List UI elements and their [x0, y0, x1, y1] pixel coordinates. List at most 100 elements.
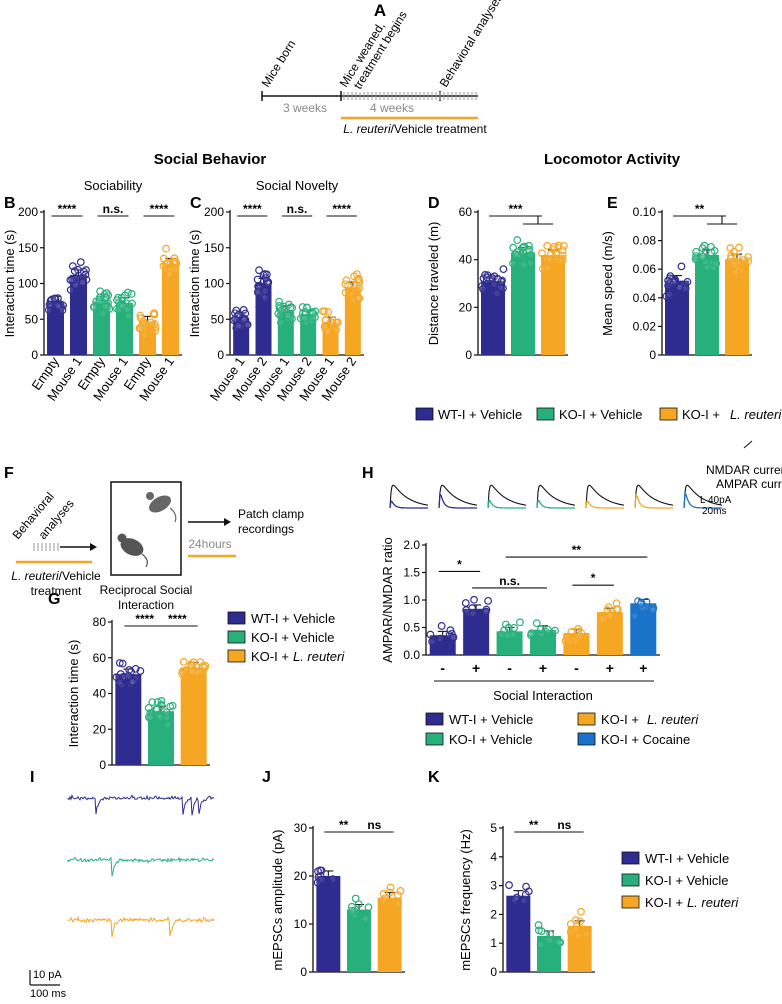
- data-point: [58, 306, 67, 315]
- mepsc-trace: [67, 856, 215, 877]
- data-point: [355, 276, 363, 284]
- data-point: [81, 270, 90, 279]
- data-point: [140, 331, 149, 340]
- data-point: [735, 243, 743, 252]
- y-tick-label: 0.5: [403, 621, 420, 635]
- y-tick-label: 4: [490, 850, 497, 864]
- data-point: [538, 249, 546, 258]
- y-tick-label: 0.02: [633, 319, 657, 333]
- y-tick-label: 80: [93, 615, 107, 629]
- y-tick-label: 20: [93, 722, 107, 736]
- chart-title: Social Novelty: [256, 178, 339, 193]
- data-point: [543, 263, 552, 272]
- data-point: [124, 671, 133, 680]
- y-tick-label: 100: [18, 277, 38, 291]
- bar: [511, 252, 535, 355]
- data-point: [328, 318, 337, 327]
- y-tick-label: 60: [93, 651, 107, 665]
- data-point: [354, 900, 363, 909]
- data-point: [328, 316, 337, 324]
- nmdar-trace: [585, 484, 625, 509]
- data-point: [698, 244, 707, 253]
- y-tick-label: 40: [459, 253, 473, 267]
- data-point: [309, 309, 318, 318]
- data-point: [519, 243, 528, 251]
- data-point: [574, 931, 583, 940]
- data-point: [50, 294, 59, 303]
- data-point: [572, 925, 581, 934]
- data-point: [555, 938, 563, 947]
- i-scale-ms: 100 ms: [30, 988, 67, 999]
- data-point: [394, 900, 403, 909]
- legend-h-ko: KO-I + Vehicle: [449, 732, 532, 747]
- y-tick-label: 20: [459, 300, 473, 314]
- data-point: [78, 278, 87, 287]
- y-tick-label: 0: [31, 348, 38, 362]
- data-point: [162, 708, 171, 717]
- ampar-trace: [536, 499, 575, 509]
- y-tick-label: 0: [490, 965, 497, 979]
- data-point: [232, 306, 241, 315]
- data-point: [105, 305, 114, 313]
- data-point: [159, 261, 168, 270]
- data-point: [89, 303, 98, 311]
- y-axis-label: mEPSCs frequency (Hz): [458, 829, 473, 971]
- y-tick-label: 1.0: [403, 593, 420, 607]
- bar: [506, 895, 531, 972]
- data-point: [505, 881, 513, 889]
- data-point: [543, 241, 552, 250]
- legend-g-wt: WT-I + Vehicle: [251, 611, 335, 626]
- chart-d: 0 20 40 60 Distance traveled (m) ***: [426, 202, 568, 362]
- panel-label-f: F: [4, 465, 14, 482]
- legend-g-ko: KO-I + Vehicle: [251, 630, 334, 645]
- data-point: [171, 257, 180, 266]
- data-point: [128, 299, 136, 308]
- nmdar-trace: [438, 484, 478, 509]
- ampar-trace: [585, 500, 624, 509]
- data-point: [461, 599, 470, 607]
- y-tick-label: 200: [18, 205, 38, 219]
- data-point: [503, 631, 512, 640]
- data-point: [101, 293, 109, 302]
- y-tick-label: 5: [490, 821, 497, 835]
- data-point: [504, 624, 513, 632]
- data-point: [303, 303, 311, 312]
- data-point: [630, 611, 639, 620]
- data-point: [129, 677, 137, 686]
- legend-h-lr: KO-I + L. reuteri: [601, 712, 699, 727]
- data-point: [243, 320, 252, 329]
- bar: [347, 909, 371, 972]
- y-tick-label: 0: [649, 348, 656, 362]
- bar: [567, 925, 592, 972]
- data-point: [638, 604, 647, 613]
- f-reciprocal-1: Reciprocal Social: [100, 583, 193, 597]
- data-point: [262, 270, 271, 279]
- x-tick-label: -: [507, 660, 512, 676]
- data-point: [277, 318, 285, 327]
- legend-h-cocaine: KO-I + Cocaine: [601, 732, 690, 747]
- data-point: [347, 906, 356, 915]
- data-point: [101, 302, 110, 311]
- significance-label: n.s.: [287, 202, 308, 216]
- legend-g: WT-I + Vehicle KO-I + Vehicle KO-I + L. r…: [227, 611, 345, 664]
- y-tick-label: 0.06: [633, 262, 657, 276]
- f-patch-2: recordings: [238, 522, 294, 536]
- data-point: [692, 247, 700, 256]
- x-tick-label: -: [440, 660, 445, 676]
- data-point: [493, 275, 502, 284]
- y-tick-label: 50: [25, 312, 39, 326]
- legend-lr: KO-I + L. reuteri: [682, 407, 782, 422]
- y-tick-label: 40: [93, 687, 107, 701]
- chart-j: 0 10 20 30 mEPSCs amplitude (pA) ** ns: [270, 818, 405, 979]
- significance-label: n.s.: [499, 574, 520, 588]
- data-point: [277, 306, 285, 315]
- h-scale-pa: L 40pA: [700, 495, 732, 506]
- data-point: [603, 606, 612, 614]
- event-mice-born: Mice born: [259, 37, 299, 89]
- data-point: [437, 622, 446, 630]
- data-point: [385, 888, 394, 897]
- data-point: [577, 907, 585, 916]
- y-axis-label: Distance traveled (m): [426, 222, 441, 346]
- y-tick-label: 150: [18, 241, 38, 255]
